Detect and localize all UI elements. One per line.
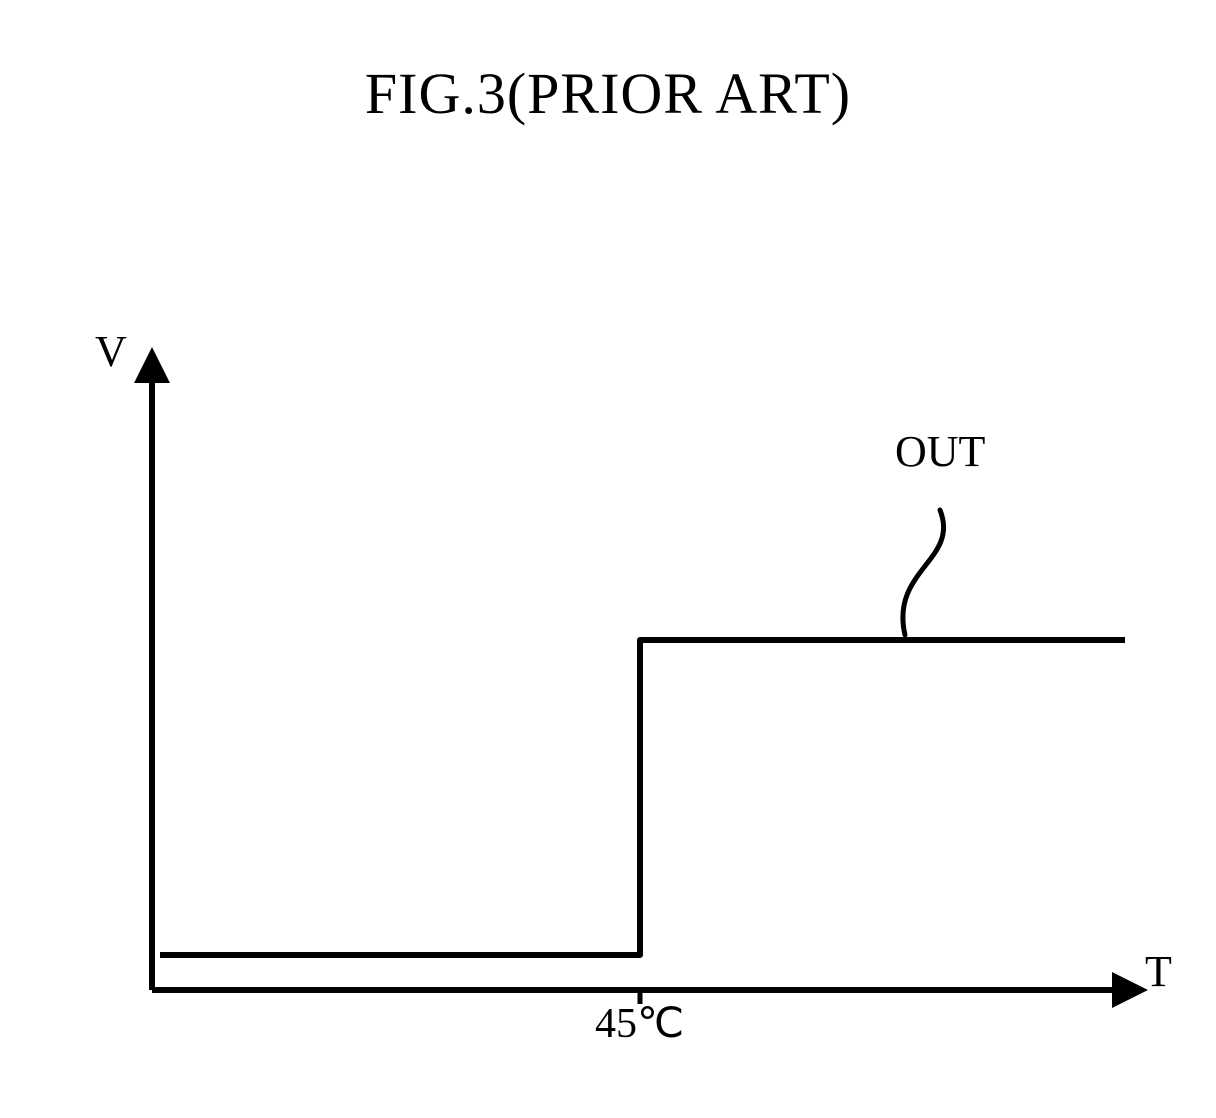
axis-label-y: V bbox=[95, 326, 127, 377]
x-tick-label: 45℃ bbox=[595, 998, 684, 1048]
figure-canvas: FIG.3(PRIOR ART) V T 45℃ OUT bbox=[0, 0, 1216, 1118]
callout-leader bbox=[903, 510, 944, 635]
plot-svg bbox=[0, 0, 1216, 1118]
signal-label-out: OUT bbox=[895, 426, 985, 477]
axis-label-x: T bbox=[1145, 946, 1172, 997]
signal-curve bbox=[160, 640, 1125, 955]
